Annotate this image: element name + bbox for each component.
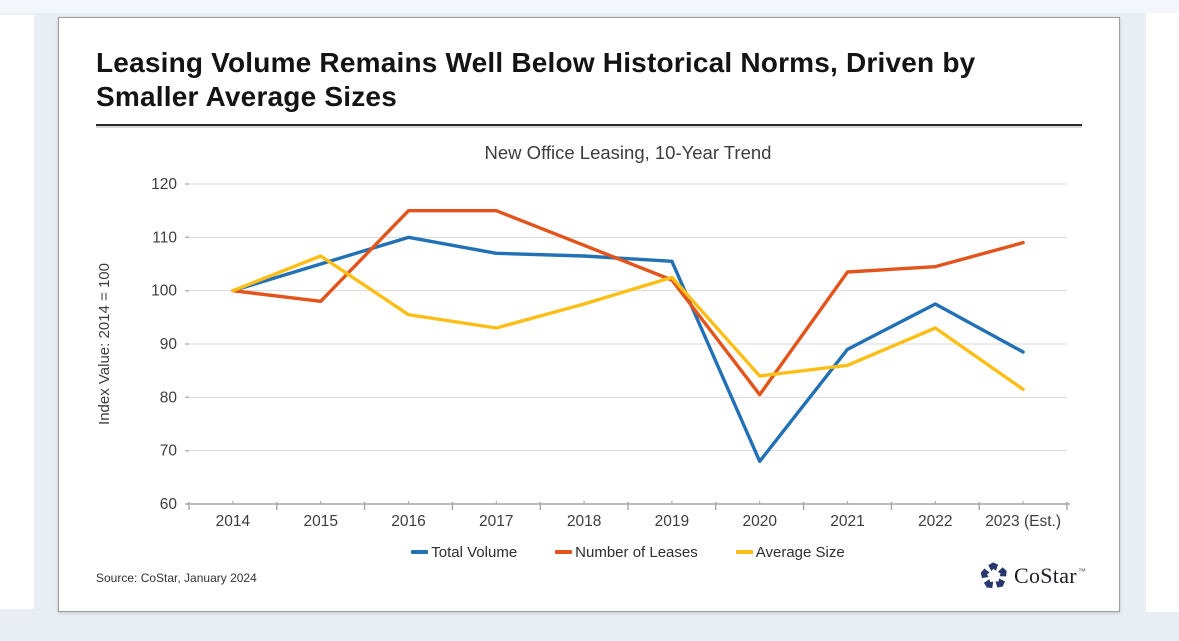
series-line-average-size bbox=[231, 254, 1025, 392]
logo-segment bbox=[983, 579, 994, 589]
legend-label: Average Size bbox=[755, 543, 845, 561]
line-chart: New Office Leasing, 10-Year Trend Index V… bbox=[96, 142, 1070, 530]
x-axis-label: 2021 bbox=[830, 513, 864, 530]
chart-legend: Total Volume Number of Leases Average Size bbox=[189, 542, 1067, 562]
x-axis-label: 2022 bbox=[918, 513, 952, 530]
page-margin-left bbox=[0, 15, 34, 609]
slide-title: Leasing Volume Remains Well Below Histor… bbox=[96, 47, 976, 113]
y-axis-title: Index Value: 2014 = 100 bbox=[96, 263, 113, 425]
y-axis-label: 110 bbox=[152, 229, 177, 246]
legend-item: Total Volume bbox=[411, 544, 517, 561]
x-axis-label: 2015 bbox=[303, 513, 337, 530]
y-axis-label: 60 bbox=[160, 496, 178, 513]
y-axis-label: 100 bbox=[151, 283, 177, 300]
trademark-symbol: ™ bbox=[1077, 567, 1087, 576]
legend-item: Average Size bbox=[735, 543, 845, 561]
legend-label: Number of Leases bbox=[575, 543, 698, 561]
chart-title: New Office Leasing, 10-Year Trend bbox=[485, 142, 772, 163]
top-strip bbox=[0, 0, 1179, 13]
x-axis-label: 2018 bbox=[567, 513, 601, 530]
costar-logo-icon bbox=[980, 562, 1007, 589]
costar-logo: CoStar™ bbox=[979, 561, 1086, 591]
x-axis-label: 2020 bbox=[742, 513, 777, 530]
legend-swatch bbox=[735, 550, 753, 554]
slide-card: Leasing Volume Remains Well Below Histor… bbox=[58, 17, 1120, 612]
logo-segment bbox=[995, 578, 1005, 588]
legend-swatch bbox=[555, 550, 573, 554]
legend-label: Total Volume bbox=[431, 543, 518, 561]
costar-logo-text: CoStar™ bbox=[1014, 563, 1087, 588]
y-axis-label: 90 bbox=[160, 336, 178, 353]
title-underline bbox=[96, 124, 1082, 126]
source-note: Source: CoStar, January 2024 bbox=[96, 571, 257, 585]
legend-item: Number of Leases bbox=[555, 544, 698, 561]
x-axis-label: 2019 bbox=[655, 513, 689, 530]
logo-segment bbox=[988, 562, 999, 572]
y-axis-label: 120 bbox=[151, 176, 177, 193]
y-axis-label: 70 bbox=[160, 443, 178, 460]
page-margin-right bbox=[1146, 13, 1179, 612]
x-axis-label: 2017 bbox=[479, 513, 513, 530]
logo-segment bbox=[997, 567, 1007, 577]
logo-segment bbox=[980, 568, 990, 579]
x-axis-label: 2014 bbox=[216, 513, 251, 530]
series-line-number-of-leases bbox=[231, 208, 1025, 397]
x-axis-label: 2016 bbox=[391, 513, 425, 530]
x-axis-label: 2023 (Est.) bbox=[985, 513, 1061, 530]
legend-swatch bbox=[411, 550, 429, 554]
series-line-total-volume bbox=[231, 235, 1025, 464]
y-axis-label: 80 bbox=[160, 389, 178, 406]
